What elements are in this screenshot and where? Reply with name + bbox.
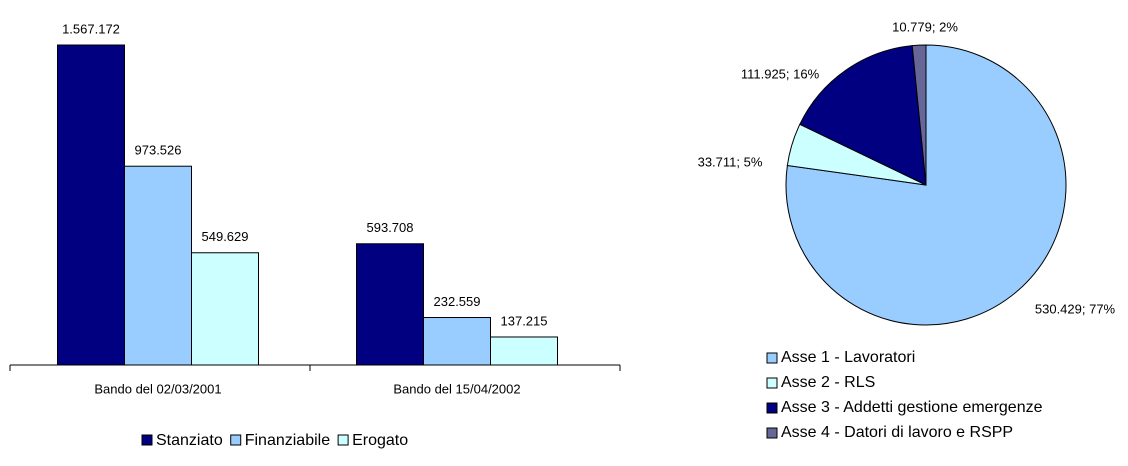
bar — [356, 243, 424, 366]
data-label: 111.925; 16% — [741, 66, 820, 81]
data-label: 137.215 — [501, 313, 548, 328]
data-label: 549.629 — [202, 229, 249, 244]
legend-swatch — [337, 434, 349, 446]
legend-swatch — [766, 402, 778, 414]
legend-swatch — [766, 427, 778, 439]
legend-swatch — [766, 377, 778, 389]
bar — [191, 252, 259, 366]
legend-label: Stanziato — [156, 432, 223, 449]
legend-label: Asse 3 - Addetti gestione emergenze — [781, 399, 1043, 416]
data-label: 232.559 — [434, 294, 481, 309]
bar — [57, 44, 125, 366]
data-label: 1.567.172 — [62, 21, 120, 36]
data-label: 973.526 — [135, 143, 182, 158]
legend-label: Asse 4 - Datori di lavoro e RSPP — [781, 424, 1013, 441]
data-label: 33.711; 5% — [698, 154, 763, 169]
data-label: 593.708 — [367, 220, 414, 235]
bar — [423, 317, 491, 366]
legend-label: Finanziabile — [245, 432, 330, 449]
bar — [124, 165, 192, 366]
legend-label: Asse 2 - RLS — [781, 374, 875, 391]
legend-swatch — [230, 434, 242, 446]
legend-swatch — [766, 352, 778, 364]
legend-swatch — [141, 434, 153, 446]
pie-slice — [799, 45, 927, 186]
bar — [490, 336, 558, 366]
data-label: 10.779; 2% — [892, 19, 958, 34]
pie-slice — [785, 44, 1067, 326]
x-tick-label: Bando del 15/04/2002 — [393, 381, 520, 396]
pie-slice — [911, 44, 927, 186]
legend-label: Erogato — [352, 432, 408, 449]
legend-label: Asse 1 - Lavoratori — [781, 349, 915, 366]
x-tick-label: Bando del 02/03/2001 — [94, 381, 221, 396]
data-label: 530.429; 77% — [1035, 301, 1116, 316]
